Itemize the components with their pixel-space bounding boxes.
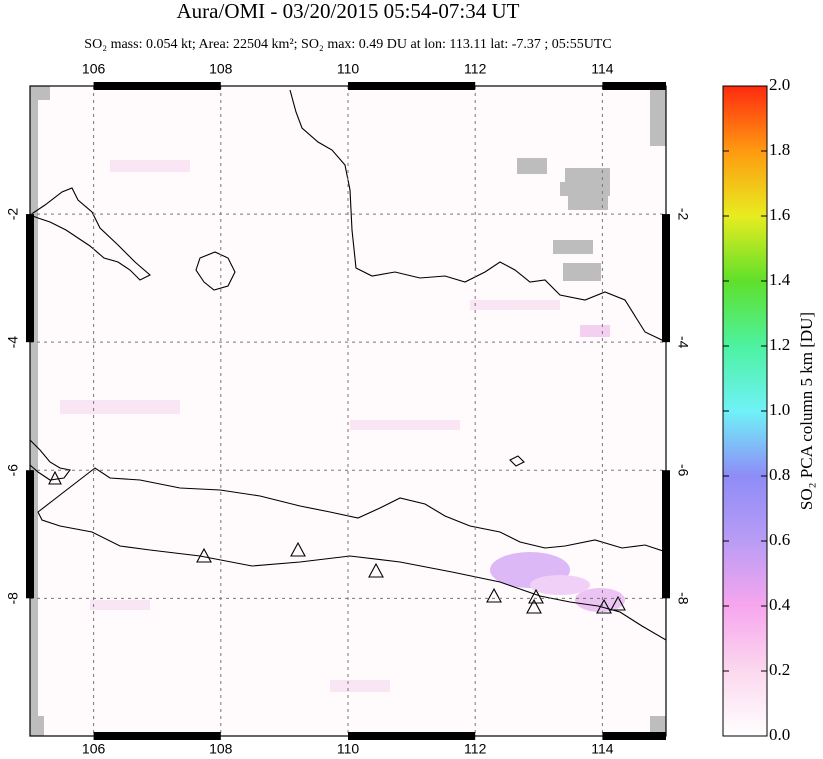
colorbar-tick-label: 0.4 xyxy=(769,595,791,614)
x-tick-label: 108 xyxy=(209,741,233,757)
y-tick-label: -2 xyxy=(675,208,691,221)
y-tick-label: -8 xyxy=(5,592,21,605)
so2-plume xyxy=(490,552,625,612)
colorbar-tick-label: 0.0 xyxy=(769,725,790,744)
tick-bar xyxy=(662,470,670,599)
y-tick-label: -8 xyxy=(675,592,691,605)
colorbar-tick-label: 1.4 xyxy=(769,270,791,289)
y-tick-label: -2 xyxy=(5,208,21,221)
colorbar-label: SO₂ PCA column 5 km [DU] xyxy=(797,312,816,510)
tick-bar xyxy=(93,732,221,740)
tick-bar xyxy=(662,214,670,343)
colorbar-tick-label: 0.8 xyxy=(769,465,790,484)
tick-bar xyxy=(26,470,34,599)
tick-bar xyxy=(602,82,666,90)
tick-bar xyxy=(348,82,476,90)
x-tick-label: 114 xyxy=(591,61,614,77)
colorbar-tick-label: 2.0 xyxy=(769,75,790,94)
frame-bars xyxy=(26,82,670,740)
missing-data xyxy=(30,86,666,736)
volcanoes xyxy=(48,470,626,614)
x-tick-label: 106 xyxy=(82,741,106,757)
y-tick-label: -4 xyxy=(5,336,21,349)
tick-bar xyxy=(26,214,34,343)
colorbar-tick-label: 0.2 xyxy=(769,660,790,679)
x-tick-label: 108 xyxy=(209,61,233,77)
title: Aura/OMI - 03/20/2015 05:54-07:34 UT xyxy=(177,0,520,23)
map-area xyxy=(30,86,666,736)
y-tick-label: -6 xyxy=(675,464,691,477)
x-tick-label: 112 xyxy=(464,61,487,77)
coastlines xyxy=(30,89,666,641)
colorbar-tick-label: 1.0 xyxy=(769,400,790,419)
subtitle: SO₂ mass: 0.054 kt; Area: 22504 km²; SO₂… xyxy=(84,37,611,52)
colorbar-tick-label: 0.6 xyxy=(769,530,790,549)
colorbar-tick-label: 1.2 xyxy=(769,335,790,354)
tick-bar xyxy=(348,732,476,740)
colorbar-tick-label: 1.8 xyxy=(769,140,790,159)
x-tick-label: 110 xyxy=(337,741,360,757)
y-tick-label: -6 xyxy=(5,464,21,477)
grid xyxy=(30,86,666,736)
x-tick-label: 112 xyxy=(464,741,487,757)
y-tick-label: -4 xyxy=(675,336,691,349)
so2-field xyxy=(60,160,610,692)
x-tick-label: 106 xyxy=(82,61,106,77)
x-tick-label: 110 xyxy=(337,61,360,77)
x-tick-label: 114 xyxy=(591,741,614,757)
colorbar-tick-label: 1.6 xyxy=(769,205,790,224)
colorbar xyxy=(722,85,768,737)
tick-bar xyxy=(93,82,221,90)
tick-bar xyxy=(602,732,666,740)
